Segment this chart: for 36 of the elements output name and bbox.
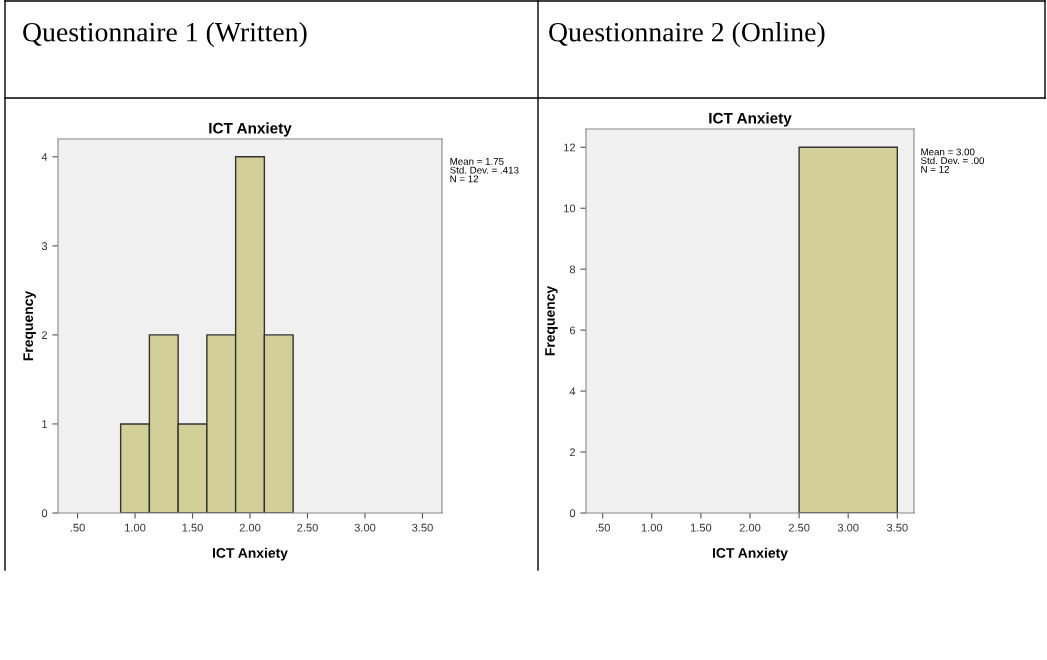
y-tick-label: 2 [569, 448, 576, 457]
y-tick-label: 0 [569, 509, 576, 518]
text: Mean = 1.75 Std. Dev. = .413 N = 12 [450, 158, 519, 183]
y-tick-label: 0 [41, 509, 48, 518]
x-tick-label: 3.50 [412, 523, 433, 532]
y-tick-label: 3 [41, 242, 48, 250]
text: Mean = 3.00 Std. Dev. = .00 N = 12 [921, 148, 985, 173]
y-tick-label: 8 [569, 265, 576, 274]
x-axis-title: ICT Anxiety [212, 547, 288, 561]
chart-title: Questionnaire 2 (Online) [549, 22, 825, 48]
x-tick-label: 1.50 [690, 523, 712, 532]
chart-subtitle: ICT Anxiety [709, 112, 792, 127]
x-tick-label: 2.50 [297, 523, 318, 532]
x-tick-label: .50 [595, 523, 610, 532]
x-axis-title: ICT Anxiety [712, 547, 788, 561]
y-tick-label: 12 [564, 143, 576, 152]
x-tick-label: 1.00 [641, 523, 663, 532]
x-tick-label: 2.50 [788, 523, 810, 532]
x-tick-label: 3.00 [354, 523, 376, 532]
x-tick-label: .50 [70, 523, 85, 532]
y-tick-label: 1 [42, 420, 48, 428]
x-tick-label: 2.00 [239, 523, 261, 532]
chart-title: Questionnaire 1 (Written) [23, 22, 307, 48]
x-tick-label: 3.00 [837, 523, 859, 532]
y-tick-label: 10 [564, 204, 576, 213]
y-tick-label: 6 [569, 326, 576, 335]
y-tick-label: 2 [41, 331, 48, 339]
y-tick-label: 4 [41, 153, 48, 161]
y-tick-label: 4 [569, 387, 576, 396]
x-tick-label: 1.50 [182, 523, 203, 532]
y-axis-title: Frequency [23, 290, 36, 361]
y-axis-title: Frequency [545, 285, 558, 356]
x-tick-label: 2.00 [739, 523, 761, 532]
chart-subtitle: ICT Anxiety [209, 122, 292, 137]
x-tick-label: 3.50 [886, 523, 908, 532]
x-tick-label: 1.00 [125, 523, 146, 532]
